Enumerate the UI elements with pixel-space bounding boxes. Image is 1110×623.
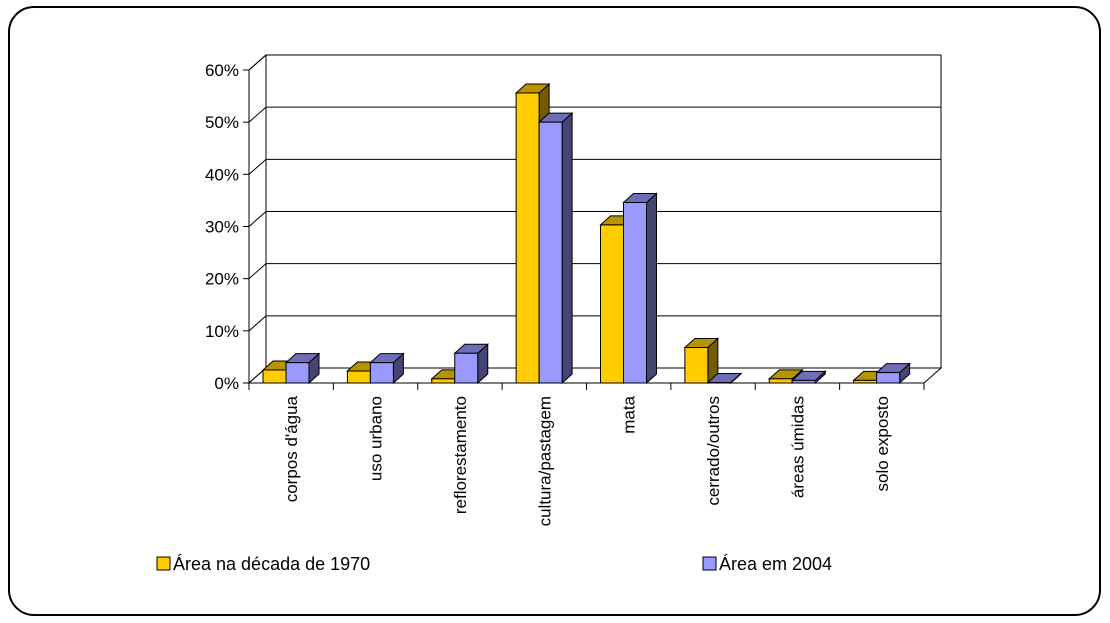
bar: [683, 337, 720, 385]
bar-front: [285, 362, 310, 384]
x-tick-label: reflorestamento: [451, 396, 470, 514]
gridline-diagonal: [248, 106, 267, 123]
bar-front: [791, 379, 816, 384]
bar: [875, 362, 911, 385]
bar: [706, 372, 743, 385]
bars: [261, 82, 911, 385]
bar-front: [369, 362, 394, 384]
back-wall: [248, 53, 942, 385]
bar-front: [454, 352, 479, 384]
x-tick-label: uso urbano: [367, 396, 386, 481]
legend-label: Área na década de 1970: [173, 554, 370, 574]
y-tick-label: 60%: [205, 61, 239, 80]
bar-front: [876, 372, 901, 384]
bar-front: [600, 224, 624, 384]
bar-front: [853, 379, 878, 384]
bar-front: [346, 370, 371, 384]
bar: [537, 112, 574, 385]
bar: [284, 352, 321, 385]
gridline-diagonal: [248, 211, 267, 227]
gridline-diagonal: [248, 158, 267, 175]
y-tick-label: 0%: [214, 374, 239, 393]
bar-front: [623, 202, 647, 384]
gridline-diagonal: [248, 315, 267, 332]
y-tick-label: 10%: [205, 322, 239, 341]
bar-front: [768, 378, 793, 384]
axes: [243, 69, 943, 390]
bar-front: [262, 369, 287, 384]
legend-swatch: [702, 556, 717, 571]
x-tick-label: mata: [620, 395, 639, 433]
bar-front: [707, 381, 732, 384]
y-tick-labels: 0% 10% 20% 30% 40% 50% 60%: [205, 61, 239, 393]
x-tick-label: áreas úmidas: [788, 396, 807, 498]
bar-front: [431, 378, 456, 384]
gridline-diagonal: [248, 54, 267, 71]
bar: [622, 192, 658, 385]
bar: [790, 370, 827, 385]
x-tick-labels: corpos d'água uso urbano reflorestamento cu…: [282, 395, 892, 526]
y-tick-label: 40%: [205, 165, 239, 184]
bar-front: [538, 121, 563, 384]
x-tick-label: corpos d'água: [282, 395, 301, 502]
gridline-diagonal: [248, 263, 267, 280]
legend-swatch: [156, 556, 171, 571]
x-tick-label: cerrado/outros: [704, 396, 723, 506]
bar: [369, 352, 405, 385]
legend: Área na década de 1970 Área em 2004: [156, 554, 832, 574]
y-tick-label: 50%: [205, 113, 239, 132]
x-tick-label: cultura/pastagem: [535, 396, 554, 526]
legend-label: Área em 2004: [719, 554, 832, 574]
y-tick-label: 20%: [205, 270, 239, 289]
bar-front: [515, 92, 540, 384]
bar: [453, 343, 490, 385]
x-tick-label: solo exposto: [873, 396, 892, 491]
y-tick-label: 30%: [205, 218, 239, 237]
bar-side: [561, 112, 573, 385]
bar-front: [684, 347, 709, 384]
bar-side: [646, 192, 657, 385]
